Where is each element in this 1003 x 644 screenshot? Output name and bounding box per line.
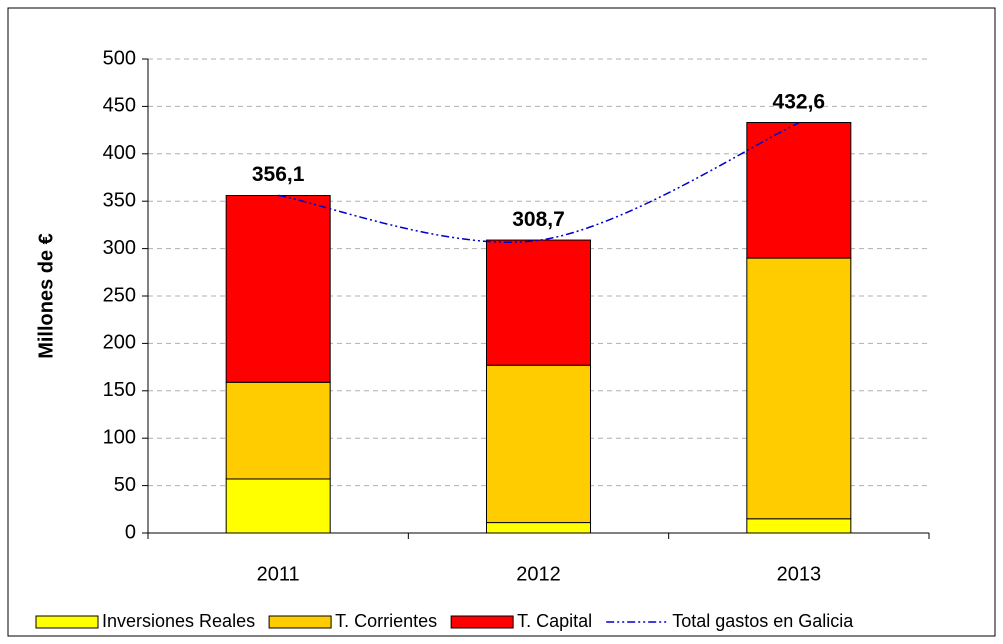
data-label: 356,1 <box>252 163 305 186</box>
x-tick-label: 2012 <box>516 563 561 585</box>
data-label: 432,6 <box>773 90 826 113</box>
bar-segment <box>746 518 852 534</box>
bar-segment <box>225 381 331 480</box>
bar-segment <box>225 478 331 534</box>
y-axis-label: Millones de € <box>35 233 57 359</box>
bar-segment <box>486 522 591 534</box>
legend-label: Inversiones Reales <box>102 611 255 631</box>
y-tick-label: 400 <box>103 142 136 164</box>
legend-swatch <box>450 615 514 629</box>
bar-segment <box>225 195 331 383</box>
y-tick-label: 0 <box>125 521 136 543</box>
x-tick-label: 2011 <box>257 563 300 585</box>
x-tick-label: 2013 <box>777 563 822 585</box>
y-tick-label: 500 <box>103 47 136 69</box>
legend-label: T. Corrientes <box>335 611 437 631</box>
total-line <box>278 122 800 243</box>
bar-segment <box>746 257 852 520</box>
legend-swatch <box>35 615 99 629</box>
y-tick-label: 200 <box>103 332 136 354</box>
y-tick-label: 50 <box>114 474 136 496</box>
y-tick-label: 350 <box>103 189 136 211</box>
y-tick-label: 450 <box>103 95 136 117</box>
legend-label: T. Capital <box>517 611 592 631</box>
y-tick-label: 100 <box>103 426 136 448</box>
legend-label: Total gastos en Galicia <box>672 611 854 631</box>
y-tick-label: 250 <box>103 284 136 306</box>
y-tick-label: 150 <box>103 379 136 401</box>
bar-segment <box>486 364 591 524</box>
bar-segment <box>486 239 591 366</box>
data-label: 308,7 <box>512 208 565 231</box>
y-tick-label: 300 <box>103 237 136 259</box>
bar-segment <box>746 122 852 259</box>
legend-swatch <box>268 615 332 629</box>
